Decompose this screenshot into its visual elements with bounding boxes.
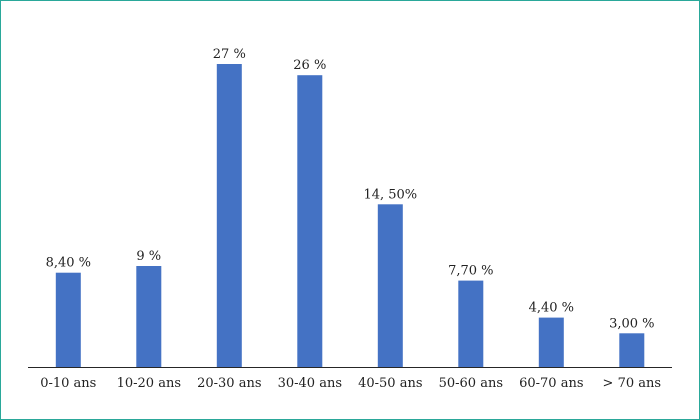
data-label-6: 4,40 % — [529, 301, 574, 316]
bar-1 — [136, 266, 162, 367]
data-label-7: 3,00 % — [609, 316, 654, 331]
category-label-4: 40-50 ans — [358, 376, 422, 391]
data-label-3: 26 % — [293, 58, 326, 73]
bar-7 — [619, 333, 645, 367]
category-labels-group: 0-10 ans 10-20 ans 20-30 ans 30-40 ans 40-50… — [40, 376, 661, 391]
data-label-2: 27 % — [213, 47, 246, 62]
bar-0 — [55, 272, 81, 367]
bar-2 — [216, 64, 242, 367]
data-label-1: 9 % — [136, 249, 161, 264]
bars-group — [55, 64, 645, 367]
bar-4 — [377, 204, 403, 367]
category-label-6: 60-70 ans — [519, 376, 583, 391]
category-label-2: 20-30 ans — [197, 376, 261, 391]
category-label-5: 50-60 ans — [439, 376, 503, 391]
data-label-5: 7,70 % — [448, 264, 493, 279]
category-label-7: > 70 ans — [603, 376, 662, 391]
data-label-0: 8,40 % — [46, 256, 91, 271]
bar-6 — [538, 317, 564, 367]
data-label-4: 14, 50% — [363, 187, 417, 202]
data-labels-group: 8,40 % 9 % 27 % 26 % 14, 50% 7,70 % 4,40 % 3,00… — [46, 47, 655, 331]
bar-5 — [458, 280, 484, 367]
category-label-3: 30-40 ans — [278, 376, 342, 391]
category-label-0: 0-10 ans — [40, 376, 96, 391]
bar-3 — [297, 75, 323, 367]
category-label-1: 10-20 ans — [117, 376, 181, 391]
